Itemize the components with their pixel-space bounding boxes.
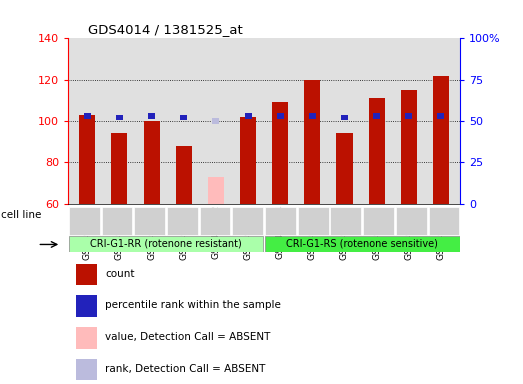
Bar xyxy=(76,295,97,317)
Bar xyxy=(69,207,100,235)
Bar xyxy=(369,98,385,204)
Bar xyxy=(134,207,165,235)
Bar xyxy=(148,113,155,119)
Text: percentile rank within the sample: percentile rank within the sample xyxy=(105,300,281,310)
Bar xyxy=(428,207,459,235)
Bar xyxy=(111,133,128,204)
Bar xyxy=(437,113,445,119)
Bar xyxy=(304,79,321,204)
Bar xyxy=(84,113,91,119)
Bar xyxy=(309,113,316,119)
Bar xyxy=(232,207,263,235)
Bar xyxy=(373,113,380,119)
Bar xyxy=(212,118,220,124)
Bar xyxy=(69,236,264,252)
Text: cell line: cell line xyxy=(2,210,42,220)
Bar xyxy=(405,113,412,119)
Text: CRI-G1-RR (rotenone resistant): CRI-G1-RR (rotenone resistant) xyxy=(90,238,242,248)
Bar xyxy=(272,103,288,204)
Bar xyxy=(79,115,95,204)
Bar xyxy=(101,207,132,235)
Bar xyxy=(240,117,256,204)
Bar xyxy=(277,113,284,119)
Bar xyxy=(401,90,417,204)
Bar xyxy=(265,207,296,235)
Bar xyxy=(363,207,394,235)
Bar xyxy=(245,113,252,119)
Bar xyxy=(200,207,231,235)
Text: rank, Detection Call = ABSENT: rank, Detection Call = ABSENT xyxy=(105,364,266,374)
Bar xyxy=(336,133,353,204)
Bar xyxy=(331,207,361,235)
Bar xyxy=(167,207,198,235)
Bar xyxy=(265,236,460,252)
Bar xyxy=(433,76,449,204)
Bar xyxy=(208,177,224,204)
Text: CRI-G1-RS (rotenone sensitive): CRI-G1-RS (rotenone sensitive) xyxy=(286,238,438,248)
Text: GDS4014 / 1381525_at: GDS4014 / 1381525_at xyxy=(88,23,242,36)
Bar xyxy=(396,207,427,235)
Bar xyxy=(176,146,192,204)
Bar xyxy=(76,359,97,380)
Bar xyxy=(180,115,187,120)
Bar xyxy=(341,115,348,120)
Bar xyxy=(298,207,328,235)
Bar xyxy=(116,115,123,120)
Bar xyxy=(143,121,160,204)
Bar xyxy=(76,327,97,349)
Text: value, Detection Call = ABSENT: value, Detection Call = ABSENT xyxy=(105,332,270,342)
Bar xyxy=(76,264,97,285)
Text: count: count xyxy=(105,269,135,279)
